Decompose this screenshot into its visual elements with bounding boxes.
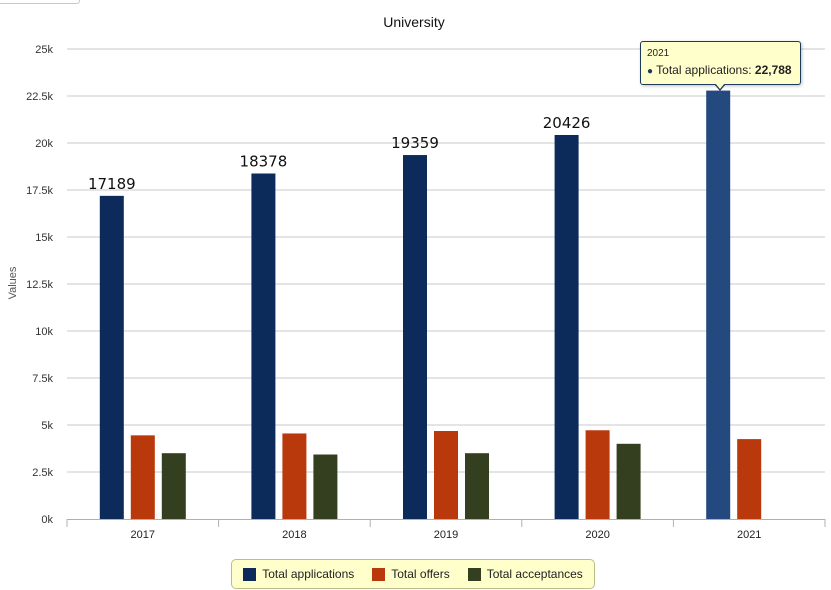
- data-labels: 17189 18378 19359 20426: [88, 114, 591, 193]
- bar[interactable]: [403, 155, 427, 520]
- x-tick-label: 2018: [282, 529, 306, 541]
- legend-swatch: [467, 567, 481, 581]
- bars: [99, 90, 762, 520]
- legend-label: Total applications: [262, 567, 355, 581]
- y-tick-label: 7.5k: [32, 373, 53, 385]
- gridlines: [67, 48, 825, 473]
- bar[interactable]: [130, 435, 155, 519]
- legend-swatch: [243, 567, 257, 581]
- y-tick-label: 5k: [41, 420, 53, 432]
- y-tick-label: 22.5k: [26, 91, 53, 103]
- x-tick-label: 2017: [131, 529, 155, 541]
- chart-legend: Total applications Total offers Total acce…: [231, 559, 595, 589]
- bar-data-label: 18378: [240, 152, 288, 170]
- bar[interactable]: [554, 134, 579, 519]
- bar[interactable]: [706, 90, 731, 519]
- legend-item[interactable]: Total acceptances: [467, 567, 583, 581]
- bar[interactable]: [161, 453, 186, 519]
- bar[interactable]: [313, 454, 338, 519]
- x-tick-label: 2019: [434, 529, 458, 541]
- legend-swatch: [372, 567, 386, 581]
- y-axis-ticks: 0k 2.5k 5k 7.5k 10k 12.5k 15k 17.5k 20k 22.5k 25k: [26, 44, 53, 526]
- tooltip-row: ● Total applications: 22,788: [647, 63, 794, 77]
- y-tick-label: 25k: [35, 44, 53, 56]
- chart-title: University: [383, 14, 444, 30]
- legend-label: Total offers: [391, 567, 450, 581]
- hover-tooltip: 2021 ● Total applications: 22,788: [640, 41, 801, 91]
- y-tick-label: 15k: [35, 232, 53, 244]
- y-tick-label: 10k: [35, 326, 53, 338]
- bar-data-label: 19359: [391, 134, 439, 152]
- bar[interactable]: [434, 431, 458, 519]
- x-axis: 2017 2018 2019 2020 2021: [66, 519, 826, 541]
- tooltip-header: 2021: [647, 48, 670, 59]
- bar[interactable]: [616, 443, 641, 519]
- bar[interactable]: [282, 433, 307, 519]
- y-tick-label: 17.5k: [26, 185, 53, 197]
- collapsed-panel-edge: [0, 0, 80, 4]
- y-tick-label: 2.5k: [32, 467, 53, 479]
- tooltip-value: 22,788: [754, 63, 792, 77]
- bar-data-label: 17189: [88, 175, 136, 193]
- x-tick-label: 2020: [585, 529, 609, 541]
- y-axis-label: Values: [7, 266, 19, 299]
- series-dot-icon: ●: [647, 66, 654, 77]
- bar-data-label: 20426: [543, 114, 591, 132]
- legend-item[interactable]: Total offers: [372, 567, 450, 581]
- bar[interactable]: [585, 430, 610, 519]
- y-tick-label: 12.5k: [26, 279, 53, 291]
- tooltip-series-label: Total applications:: [656, 63, 752, 77]
- y-tick-label: 0k: [41, 514, 53, 526]
- bar[interactable]: [465, 453, 489, 519]
- legend-item[interactable]: Total applications: [243, 567, 354, 581]
- bar[interactable]: [737, 439, 762, 519]
- bar[interactable]: [251, 173, 276, 520]
- legend-label: Total acceptances: [486, 567, 583, 581]
- bar[interactable]: [99, 195, 124, 519]
- x-tick-label: 2021: [737, 529, 761, 541]
- y-tick-label: 20k: [35, 138, 53, 150]
